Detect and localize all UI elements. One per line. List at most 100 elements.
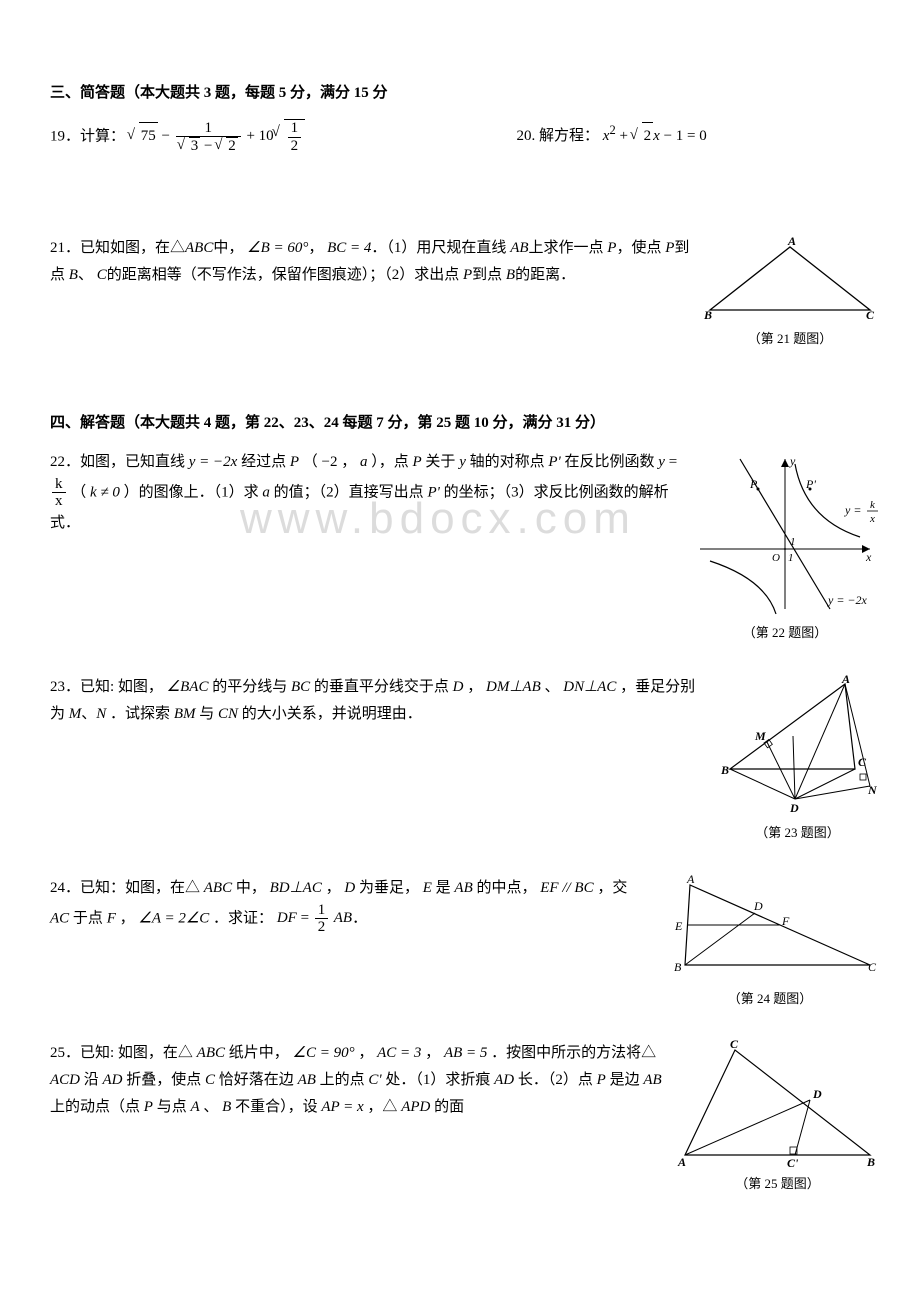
q21-caption: （第 21 题图） [700,327,880,350]
svg-text:A: A [677,1155,686,1169]
q25-figure: C A B D C' （第 25 题图） [675,1040,880,1195]
q21-abc: ABC [185,240,213,256]
q24-bd: BD⊥AC [270,880,322,896]
q19-q20-row: 19．计算： 75 − 1 3 − 2 + 10 12 20. 解方程： x2 … [50,119,880,155]
q25-ad2: AD [494,1072,514,1088]
q24-t2: 中， [236,880,266,896]
q25-t1: 25．已知: 如图，在△ [50,1045,193,1061]
q21-t1: 21．已知如图，在△ [50,240,185,256]
q21-b2: B [506,267,515,283]
q21-angleb: ∠B = 60° [247,240,308,256]
q23-t3: 的垂直平分线交于点 [314,679,449,695]
q19-label: 19．计算： [50,128,125,144]
svg-text:1: 1 [788,552,794,564]
svg-text:E: E [674,919,683,933]
q21-t2: 中， [213,240,243,256]
q23-t4: ， [467,679,482,695]
q25-t4: 沿 [84,1072,99,1088]
q23-t9: 的大小关系，并说明理由． [242,706,422,722]
q25-anglec: ∠C = 90° [293,1045,355,1061]
q25-t3: ．按图中所示的方法将△ [491,1045,656,1061]
q25-t13: 不重合），设 [235,1099,318,1115]
q22-t4: ），点 [371,454,409,470]
q23-t1: 23．已知: 如图， [50,679,163,695]
q25-c1: ， [358,1045,373,1061]
q22-kneq: k ≠ 0 [90,484,120,500]
q25-p2: P [144,1099,153,1115]
q25-b: B [222,1099,231,1115]
q22-p2: P' [548,454,560,470]
q25-p: P [597,1072,606,1088]
q22-p1: P [413,454,422,470]
svg-text:N: N [867,783,878,797]
q21-bc: BC = 4 [327,240,371,256]
q21-b: B [69,267,78,283]
svg-text:F: F [781,914,790,928]
q22-p: P [290,454,299,470]
q19: 19．计算： 75 − 1 3 − 2 + 10 12 [50,119,507,155]
q22-a: a [360,454,368,470]
q20-label: 20. 解方程： [517,128,600,144]
q24-angle: ∠A = 2∠C [138,910,209,926]
q24-e: E [423,880,432,896]
q21-c1: ， [308,240,323,256]
q22-t7: 在反比例函数 [565,454,655,470]
q24-ef: EF // BC [540,880,593,896]
q25-a: A [190,1099,199,1115]
q22-t6: 轴的对称点 [470,454,545,470]
q25-dot: 、 [203,1099,218,1115]
q25-t12: 与点 [157,1099,187,1115]
svg-text:M: M [754,729,766,743]
q25-t8: 处．（1）求折痕 [385,1072,490,1088]
q23-bc: BC [291,679,310,695]
q21-c: C [97,267,107,283]
q25-caption: （第 25 题图） [675,1172,880,1195]
q23-dm: DM⊥AB [486,679,541,695]
svg-text:C: C [868,960,877,974]
svg-text:D: D [789,801,799,815]
svg-text:B: B [720,763,729,777]
q24-t3: 为垂足， [359,880,419,896]
q25-t11: 上的动点（点 [50,1099,140,1115]
q23: A B C D M N （第 23 题图） 23．已知: 如图， ∠BAC 的平… [50,674,880,844]
svg-text:O: O [772,552,780,564]
q22-t5: 关于 [425,454,455,470]
q22-p3: P' [427,484,439,500]
q19-expr: 75 − 1 3 − 2 + 10 12 [129,128,305,144]
q20: 20. 解方程： x2 + 2x − 1 = 0 [507,119,891,150]
q23-bac: ∠BAC [167,679,209,695]
section4-heading: 四、解答题（本大题共 4 题，第 22、23、24 每题 7 分，第 25 题 … [50,410,880,437]
q23-n: N [96,706,106,722]
q21-dot: 、 [78,267,93,283]
q24-figure: A B C D E F （第 24 题图） [660,875,880,1010]
q22-t2: 经过点 [241,454,286,470]
svg-text:B: B [866,1155,875,1169]
q23-t8: 与 [199,706,214,722]
q24-t4: 是 [436,880,451,896]
q22-y: y [459,454,466,470]
svg-text:D: D [753,899,763,913]
q21-figure: A B C （第 21 题图） [700,235,880,350]
svg-text:y = −2x: y = −2x [827,593,868,607]
q21-t8: 到点 [472,267,502,283]
q21-t9: 的距离． [515,267,575,283]
q24-t1: 24．已知：如图，在△ [50,880,200,896]
svg-text:C: C [858,755,867,769]
q23-t5: 、 [545,679,560,695]
q25-apd: APD [401,1099,430,1115]
q25-t6: 恰好落在边 [219,1072,294,1088]
q21-ab: AB [510,240,528,256]
q22-t8: （ [71,484,86,500]
q24-t6: ，交 [597,880,627,896]
q25-t10: 是边 [610,1072,640,1088]
q24-abc: ABC [204,880,232,896]
q24-d: D [344,880,355,896]
q23-m: M [69,706,82,722]
q23-figure: A B C D M N （第 23 题图） [715,674,880,844]
q25-ab5: AB = 5 [444,1045,487,1061]
q25-acd: ACD [50,1072,80,1088]
q25-ac: AC = 3 [377,1045,421,1061]
q24-t8: ， [120,910,135,926]
q23-d: D [453,679,464,695]
q22-eq1: y = −2x [189,454,238,470]
